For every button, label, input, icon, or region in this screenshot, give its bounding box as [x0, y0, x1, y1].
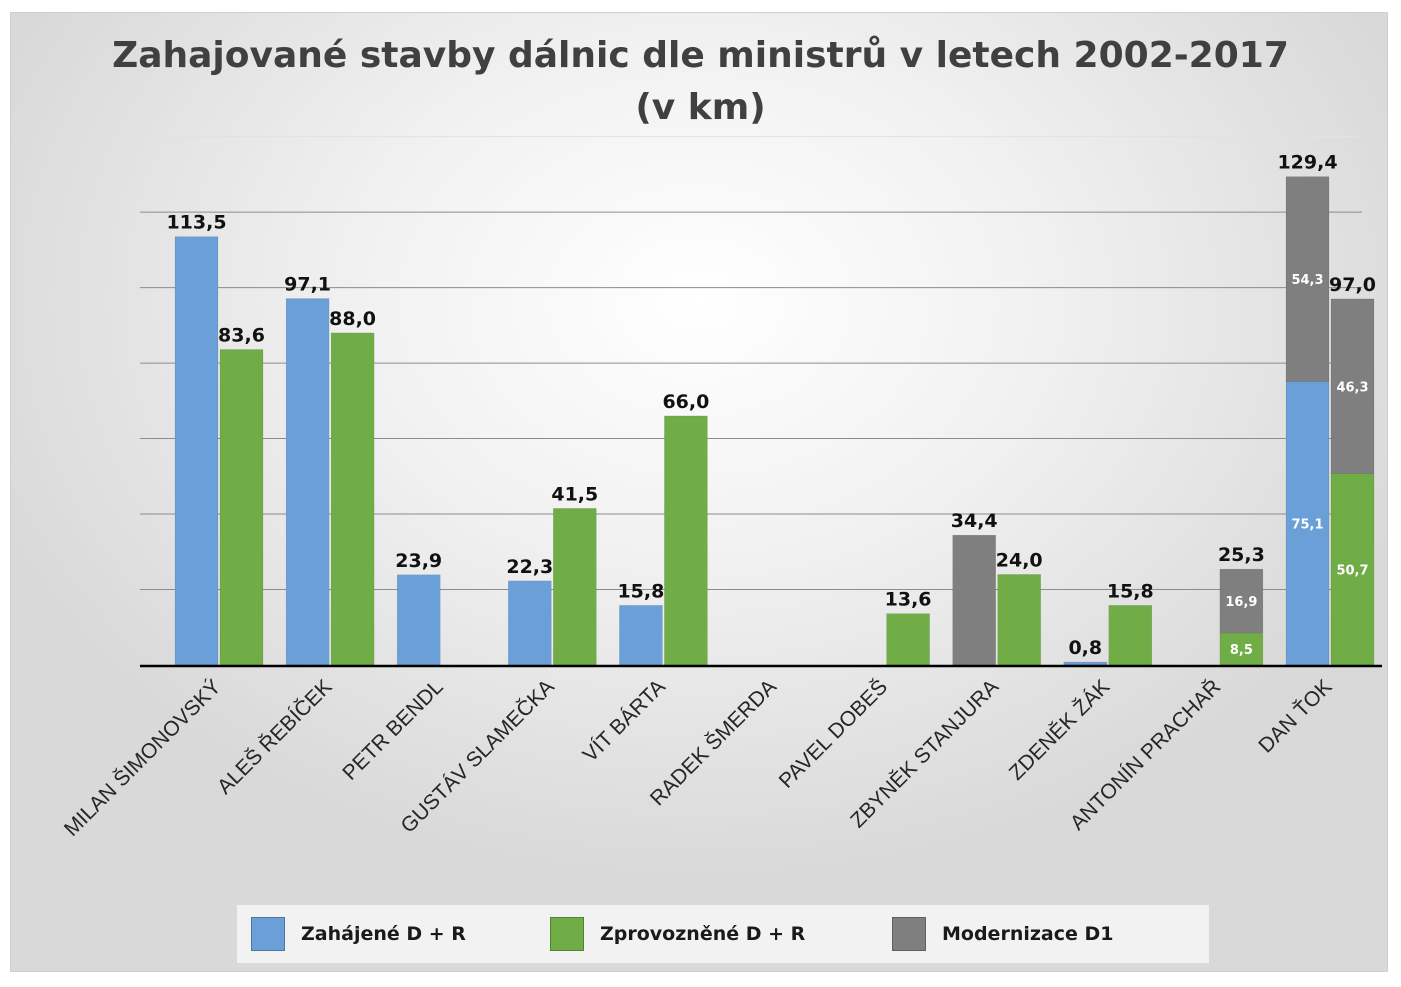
legend: Zahájené D + R Zprovozněné D + R Moderni…	[237, 905, 1209, 963]
bar-started	[285, 298, 330, 666]
bar-value-label: 15,8	[1107, 580, 1154, 602]
legend-item-started: Zahájené D + R	[251, 917, 466, 951]
bar-started	[396, 574, 441, 666]
bar-started	[619, 605, 663, 666]
bar-value-label: 97,1	[284, 274, 331, 296]
category-label: DAN ŤOK	[1254, 675, 1336, 757]
bar-opened	[997, 574, 1041, 666]
chart-title: Zahajované stavby dálnic dle ministrů v …	[0, 30, 1401, 134]
chart-title-line-1: Zahajované stavby dálnic dle ministrů v …	[112, 35, 1289, 76]
bar-opened	[553, 508, 597, 666]
bar-value-label: 13,6	[885, 589, 932, 611]
bar-started	[508, 580, 552, 666]
legend-swatch-d1	[892, 917, 926, 951]
bar-value-label: 113,5	[166, 212, 226, 234]
bar-opened	[219, 349, 264, 666]
segment-label: 16,9	[1225, 595, 1257, 610]
legend-swatch-started	[251, 917, 285, 951]
bar-d1	[952, 534, 996, 666]
segment-label: 50,7	[1336, 563, 1368, 578]
bar-value-label: 34,4	[951, 510, 998, 532]
bar-value-label: 66,0	[662, 391, 709, 413]
bar-value-label: 0,8	[1068, 637, 1102, 659]
category-label: PETR BENDL	[338, 675, 448, 785]
category-label: VÍT BÁRTA	[579, 675, 670, 766]
bar-value-label: 83,6	[218, 324, 265, 346]
segment-label: 8,5	[1230, 643, 1253, 658]
bar-d1	[1219, 568, 1264, 634]
bar-value-label: 97,0	[1329, 274, 1376, 296]
bar-started	[1063, 661, 1108, 666]
bar-value-label: 41,5	[551, 483, 598, 505]
data-labels: 113,5 83,6 97,1 88,0 23,9 22,3 41,5 15,8 66,0 13,…	[166, 152, 1376, 659]
bar-value-label: 24,0	[996, 549, 1043, 571]
bar-started	[1285, 381, 1330, 666]
bar-value-label: 25,3	[1218, 544, 1265, 566]
legend-label-d1: Modernizace D1	[942, 923, 1114, 945]
segment-label: 54,3	[1291, 273, 1323, 288]
bar-opened	[1219, 632, 1264, 666]
legend-label-started: Zahájené D + R	[301, 923, 466, 945]
bar-value-label: 88,0	[329, 308, 376, 330]
bar-started	[174, 236, 219, 666]
segment-label: 75,1	[1291, 517, 1323, 532]
segment-label: 46,3	[1336, 380, 1368, 395]
bar-d1	[1285, 176, 1330, 382]
bar-value-label: 23,9	[395, 550, 442, 572]
bar-opened	[1108, 605, 1153, 666]
category-label: MILAN ŠIMONOVSKÝ	[60, 675, 226, 841]
bar-opened	[664, 415, 708, 666]
legend-label-opened: Zprovozněné D + R	[600, 923, 806, 945]
bar-value-label: 129,4	[1277, 152, 1337, 174]
legend-swatch-opened	[550, 917, 584, 951]
legend-item-opened: Zprovozněné D + R	[550, 917, 805, 951]
bar-d1	[1330, 298, 1375, 474]
bar-value-label: 15,8	[617, 580, 664, 602]
chart-title-line-2: (v km)	[635, 87, 766, 128]
category-label: ZDENĚK ŽÁK	[1005, 675, 1115, 785]
bar-value-label: 22,3	[506, 556, 553, 578]
legend-item-d1: Modernizace D1	[892, 917, 1114, 951]
category-label: PAVEL DOBEŠ	[775, 675, 893, 793]
category-label: RADEK ŠMERDA	[646, 675, 781, 810]
bar-opened	[886, 613, 930, 666]
bar-opened	[330, 332, 375, 666]
category-label: ALEŠ ŘEBÍČEK	[213, 675, 337, 799]
bars	[174, 176, 1375, 666]
